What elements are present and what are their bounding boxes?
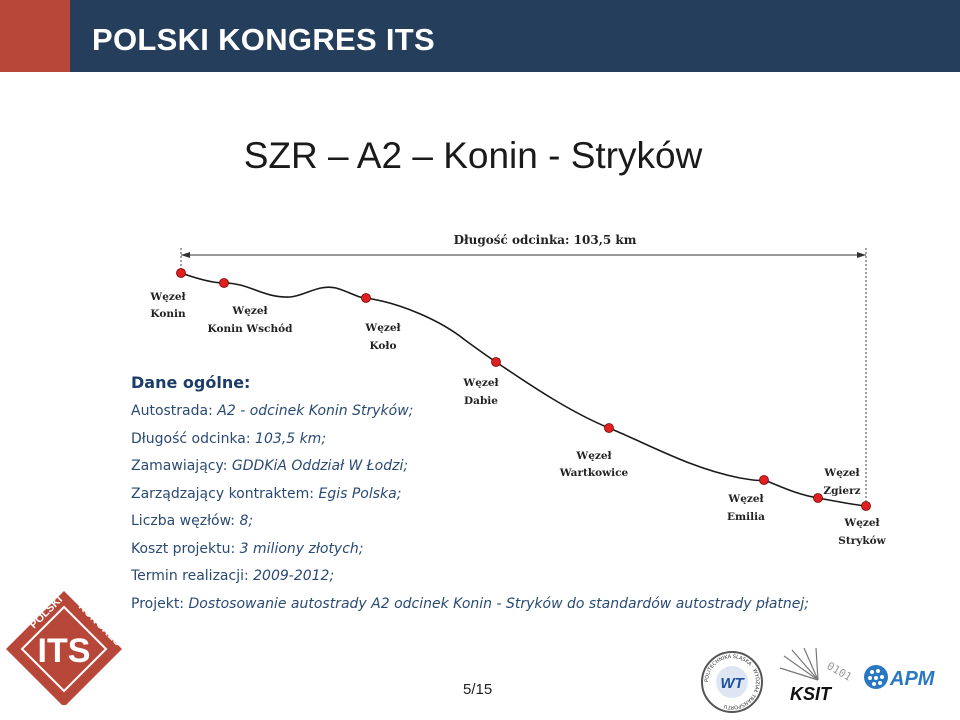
node-dabie [491,357,501,367]
info-label: Zarządzający kontraktem: [131,485,319,502]
node-label-emilia-l2: Emilia [727,511,765,523]
node-label-dabie-l2: Dabie [464,395,498,407]
info-row-nodes: Liczba węzłów: 8; [131,508,809,536]
node-label-kolo-l1: Węzeł [364,322,401,334]
info-row-project: Projekt: Dostosowanie autostrady A2 odci… [131,591,809,619]
node-label-strykow-l1: Węzeł [843,517,880,529]
node-label-konin-l1: Węzeł [149,291,186,303]
dimension-arrow-right [857,252,866,258]
university-logo-icon: POLITECHNIKA ŚLĄSKA · WYDZIAŁ TRANSPORTU… [701,651,763,713]
node-kolo [361,293,371,303]
ksit-logo-icon: 0101 KSIT [779,648,854,704]
dimension-arrow-left [181,252,190,258]
ksit-logo-rays [779,648,819,681]
node-konin [176,268,186,278]
node-label-konin-wschod-l2: Konin Wschód [208,323,294,335]
info-label: Zamawiający: [131,458,232,474]
node-label-zgierz-l2: Zgierz [823,485,860,497]
info-row-highway: Autostrada: A2 - odcinek Konin Stryków; [131,398,809,426]
info-label: Autostrada: [131,403,218,419]
info-row-term: Termin realizacji: 2009-2012; [131,563,809,591]
node-label-dabie-l1: Węzeł [462,377,499,389]
ksit-logo-text: KSIT [790,684,833,704]
node-label-konin-l2: Konin [150,308,186,320]
info-value: 103,5 km; [255,430,327,447]
node-label-strykow-l2: Stryków [838,535,886,547]
nodes-layer [176,268,871,511]
info-value: GDDKiA Oddział W Łodzi; [231,458,409,474]
info-row-cost: Koszt projektu: 3 miliony złotych; [131,536,809,564]
info-value: A2 - odcinek Konin Stryków; [217,403,414,419]
info-value: Dostosowanie autostrady A2 odcinek Konin… [188,595,810,612]
node-label-kolo-l2: Koło [370,340,397,352]
node-label-zgierz-l1: Węzeł [823,467,860,479]
page-number: 5/15 [463,681,493,698]
general-info: Dane ogólne: Autostrada: A2 - odcinek Ko… [131,373,809,618]
header-bar: POLSKI KONGRES ITS [0,0,960,72]
node-label-wartkowice-l2: Wartkowice [559,467,629,479]
info-row-client: Zamawiający: GDDKiA Oddział W Łodzi; [131,453,809,481]
header-title: POLSKI KONGRES ITS [92,22,435,57]
its-logo-icon: POLSKI KONGRES ITS [6,591,124,705]
node-label-emilia-l1: Węzeł [727,493,764,505]
university-logo-center [716,666,748,698]
info-value: Egis Polska; [318,485,402,502]
info-value: 8; [239,513,254,529]
apm-logo-icon: APM [864,665,936,690]
its-logo-main-text: ITS [38,632,91,670]
its-logo-diamond [6,591,122,705]
node-zgierz [813,493,823,503]
node-labels: Węzeł Konin Węzeł Konin Wschód Węzeł Koł… [149,291,886,547]
info-label: Liczba węzłów: [131,513,240,529]
length-label: Długość odcinka: 103,5 km [454,233,637,247]
header-accent [0,0,70,72]
info-label: Długość odcinka: [131,430,256,447]
slide-title: SZR – A2 – Konin - Stryków [243,135,703,176]
info-row-manager: Zarządzający kontraktem: Egis Polska; [131,481,809,509]
node-wartkowice [604,423,614,433]
ksit-logo-digits: 0101 [825,659,854,684]
info-label: Koszt projektu: [131,540,240,557]
info-heading: Dane ogólne: [131,373,251,392]
apm-logo-globe-dots [868,669,884,686]
info-row-length: Długość odcinka: 103,5 km; [131,426,809,454]
node-label-konin-wschod-l1: Węzeł [231,305,268,317]
length-label-bg [452,231,638,248]
university-logo-mark: WT [720,675,745,692]
node-emilia [759,475,769,485]
info-value: 3 miliony złotych; [239,540,364,557]
info-value: 2009-2012; [253,568,335,584]
node-label-wartkowice-l1: Węzeł [575,450,612,462]
node-konin-wschod [219,278,229,288]
info-label: Termin realizacji: [131,568,254,584]
node-strykow [861,501,871,511]
its-logo-inner-diamond [20,605,108,693]
info-label: Projekt: [131,595,189,612]
apm-logo-text: APM [889,668,936,690]
